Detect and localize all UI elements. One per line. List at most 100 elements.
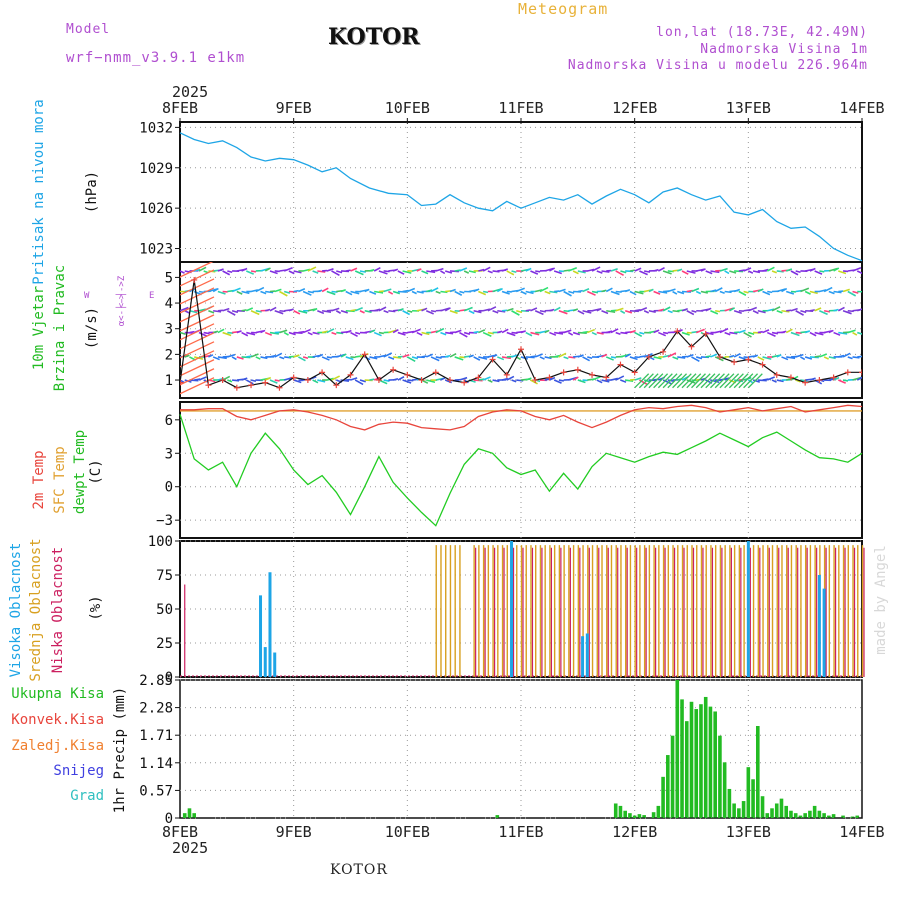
precip-bar (192, 813, 197, 818)
precip-bar (670, 735, 675, 818)
compass-s-label: α<-│-> (115, 293, 127, 326)
precip-bar (680, 699, 684, 818)
wind-barb (639, 307, 648, 312)
precip-bar (675, 680, 680, 818)
wind-barb (686, 310, 695, 316)
wind-barb (525, 377, 532, 381)
wind-barb (520, 356, 528, 360)
wind-barb (800, 379, 808, 382)
wind-speed-marker (589, 371, 596, 378)
wind-barb (501, 290, 510, 295)
wind-barb (757, 309, 766, 314)
y-tick-label: 2.28 (139, 701, 173, 717)
wind-barb (468, 310, 475, 315)
wind-barb (814, 331, 824, 336)
wind-barb (317, 310, 325, 315)
wind-barb (677, 356, 686, 359)
wind-barb (809, 290, 818, 295)
wind-barb (449, 288, 456, 293)
wind-barb (624, 353, 631, 358)
wind-barb (620, 331, 628, 335)
wind-barb (553, 379, 562, 384)
wind-barb (430, 356, 440, 362)
temp2m-label: 2m Temp (31, 450, 47, 509)
wind-barb (279, 329, 288, 334)
precip-bar (760, 796, 765, 818)
precip-bar (637, 814, 642, 818)
wind-barb (217, 268, 224, 272)
wind-barb (809, 331, 817, 337)
wind-barb (577, 379, 586, 384)
x-tick-label-bottom: 11FEB (498, 823, 543, 841)
wind-arrow-red (180, 341, 215, 359)
wind-barb (530, 379, 538, 385)
wind-speed-marker (532, 377, 539, 384)
axis-labels: 103210291026102354321630−310075502502.85… (139, 99, 884, 841)
y-tick-label: 1032 (139, 120, 173, 136)
wind-barb (762, 268, 769, 272)
footer-city: KOTOR (330, 862, 388, 878)
wind-arrow-red (180, 269, 215, 287)
y-tick-label: 2.85 (139, 673, 173, 689)
precip-bar (751, 779, 755, 818)
wind-barb (785, 328, 793, 334)
precip-bar (718, 735, 722, 818)
wind-barb (406, 356, 416, 363)
wind-barb (511, 270, 517, 274)
wind-speed-marker (262, 379, 269, 386)
x-tick-label-top: 8FEB (162, 99, 198, 117)
wind-barb (213, 309, 222, 313)
wind-barb (236, 356, 244, 360)
wind-barb (383, 379, 390, 382)
wind-barb (312, 307, 318, 312)
wind-barb (629, 356, 638, 361)
y-tick-label: 2 (165, 347, 173, 363)
temp2m-line (180, 404, 863, 431)
wind-barb (373, 266, 381, 272)
wind-barb (795, 270, 801, 274)
x-tick-label-top: 12FEB (612, 99, 657, 117)
wind-barb (397, 376, 405, 381)
wind-barb (284, 356, 292, 359)
wind-barb (369, 378, 375, 381)
wind-barb (274, 288, 282, 293)
wind-barb (681, 270, 689, 275)
wind-barb (260, 290, 267, 295)
precip-bar (182, 813, 187, 818)
wind-barb (473, 330, 479, 334)
precip-bar (812, 805, 817, 818)
wind-barb (269, 331, 280, 335)
precip-bar (623, 810, 627, 818)
wind-barb (241, 267, 248, 272)
wind-barb (274, 379, 280, 382)
wind-barb (426, 289, 433, 293)
wind-barb (378, 331, 384, 335)
wind-barb (359, 270, 367, 273)
wind-barb (596, 331, 604, 335)
wind-barb (478, 268, 485, 272)
wind-barb (374, 290, 384, 294)
wind-barb (496, 287, 503, 293)
wind-barb (771, 306, 781, 312)
wind-barb (856, 308, 862, 312)
wind-barb (231, 356, 237, 361)
wind-barb (553, 270, 563, 275)
precip-bar (784, 805, 789, 818)
wind-barb (487, 306, 497, 312)
wind-barb (180, 306, 189, 312)
wind-barb (591, 376, 601, 381)
wind-barb (269, 270, 278, 275)
cloud-high-label: Visoka Oblacnost (8, 543, 24, 678)
pressure-line (179, 132, 863, 262)
precip-bar (727, 788, 732, 818)
wind-barb (757, 356, 765, 361)
wind-arrow-red (180, 350, 215, 368)
y-tick-label: 1023 (139, 242, 173, 258)
wind-barb (264, 267, 271, 272)
wind-barb (397, 290, 407, 293)
wind-speed-marker (617, 361, 624, 368)
wind-barb (539, 286, 549, 293)
wind-barb (312, 379, 319, 384)
wind-barb (842, 309, 852, 315)
wind-barb (350, 267, 358, 272)
